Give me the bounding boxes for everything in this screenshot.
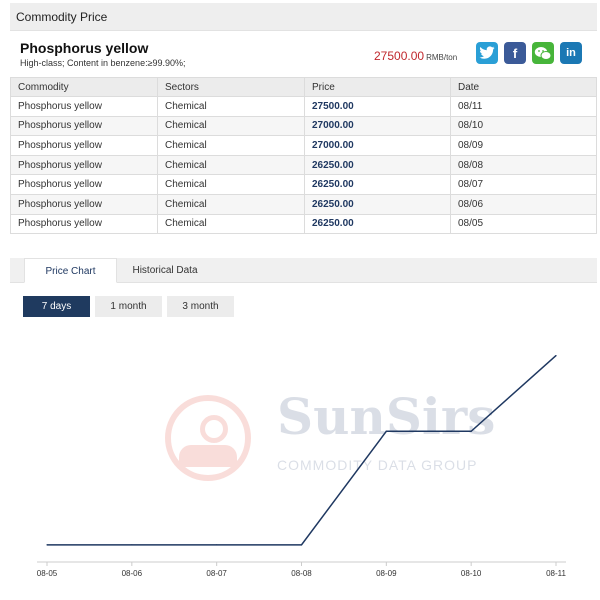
cell-commodity: Phosphorus yellow [10, 214, 158, 235]
cell-commodity: Phosphorus yellow [10, 155, 158, 176]
cell-sector: Chemical [157, 214, 305, 235]
cell-date: 08/10 [450, 116, 597, 137]
series-line [47, 355, 557, 546]
wechat-bubbles-icon [534, 46, 552, 60]
table-row: Phosphorus yellow Chemical 26250.00 08/0… [10, 155, 597, 176]
table-row: Phosphorus yellow Chemical 26250.00 08/0… [10, 194, 597, 215]
cell-sector: Chemical [157, 116, 305, 137]
cell-commodity: Phosphorus yellow [10, 116, 158, 137]
data-point [300, 544, 303, 546]
current-price-unit: RMB/ton [426, 53, 458, 62]
cell-price: 26250.00 [304, 214, 451, 235]
table-row: Phosphorus yellow Chemical 27000.00 08/0… [10, 135, 597, 156]
cell-price: 26250.00 [304, 174, 451, 195]
cell-date: 08/08 [450, 155, 597, 176]
linkedin-share-icon[interactable]: in [560, 42, 582, 64]
tab-historical-data[interactable]: Historical Data [132, 265, 198, 276]
cell-sector: Chemical [157, 135, 305, 156]
chart-plot-area: 08-05 08-06 08-07 08-08 08-09 08-10 08-11 [37, 354, 566, 578]
twitter-bird-icon [479, 46, 495, 59]
product-spec: High-class; Content in benzene:≥99.90%; [20, 58, 186, 68]
table-row: Phosphorus yellow Chemical 27500.00 08/1… [10, 96, 597, 117]
chart-tabs: Price Chart Historical Data [10, 258, 597, 283]
x-tick-label: 08-09 [376, 569, 397, 578]
facebook-share-icon[interactable]: f [504, 42, 526, 64]
cell-date: 08/05 [450, 214, 597, 235]
cell-commodity: Phosphorus yellow [10, 194, 158, 215]
cell-price: 27000.00 [304, 135, 451, 156]
cell-date: 08/09 [450, 135, 597, 156]
cell-commodity: Phosphorus yellow [10, 96, 158, 117]
wechat-share-icon[interactable] [532, 42, 554, 64]
cell-sector: Chemical [157, 155, 305, 176]
cell-commodity: Phosphorus yellow [10, 135, 158, 156]
price-line-chart: 08-05 08-06 08-07 08-08 08-09 08-10 08-11 [37, 354, 566, 578]
x-tick-label: 08-06 [122, 569, 143, 578]
current-price-value: 27500.00 [374, 49, 425, 63]
cell-sector: Chemical [157, 194, 305, 215]
data-point [555, 354, 557, 357]
page-header: Commodity Price [10, 3, 597, 31]
cell-commodity: Phosphorus yellow [10, 174, 158, 195]
range-3-month-button[interactable]: 3 month [167, 296, 234, 317]
x-tick-label: 08-05 [37, 569, 58, 578]
x-tick-label: 08-10 [461, 569, 482, 578]
cell-sector: Chemical [157, 174, 305, 195]
col-price-header: Price [304, 77, 451, 97]
twitter-share-icon[interactable] [476, 42, 498, 64]
x-tick-label: 08-07 [206, 569, 227, 578]
range-1-month-button[interactable]: 1 month [95, 296, 162, 317]
data-point [385, 430, 387, 432]
cell-date: 08/07 [450, 174, 597, 195]
x-tick-label: 08-11 [546, 569, 566, 578]
cell-price: 26250.00 [304, 194, 451, 215]
linkedin-glyph: in [566, 47, 576, 59]
col-sectors-header: Sectors [157, 77, 305, 97]
data-point [470, 430, 472, 432]
cell-price: 27000.00 [304, 116, 451, 137]
data-point [131, 544, 133, 546]
facebook-glyph: f [512, 45, 518, 61]
cell-price: 26250.00 [304, 155, 451, 176]
data-point [216, 544, 218, 546]
table-row: Phosphorus yellow Chemical 27000.00 08/1… [10, 116, 597, 137]
table-row: Phosphorus yellow Chemical 26250.00 08/0… [10, 214, 597, 235]
table-row: Phosphorus yellow Chemical 26250.00 08/0… [10, 174, 597, 195]
product-name: Phosphorus yellow [20, 40, 149, 56]
current-price: 27500.00 RMB/ton [374, 47, 457, 65]
price-table: Commodity Sectors Price Date Phosphorus … [10, 77, 597, 235]
table-header-row: Commodity Sectors Price Date [10, 77, 597, 97]
x-tick-label: 08-08 [291, 569, 312, 578]
cell-price: 27500.00 [304, 96, 451, 117]
tab-price-chart[interactable]: Price Chart [24, 258, 117, 283]
data-point [46, 544, 48, 546]
cell-sector: Chemical [157, 96, 305, 117]
cell-date: 08/06 [450, 194, 597, 215]
cell-date: 08/11 [450, 96, 597, 117]
page-title: Commodity Price [16, 10, 108, 24]
range-7-days-button[interactable]: 7 days [23, 296, 90, 317]
col-date-header: Date [450, 77, 597, 97]
col-commodity-header: Commodity [10, 77, 158, 97]
